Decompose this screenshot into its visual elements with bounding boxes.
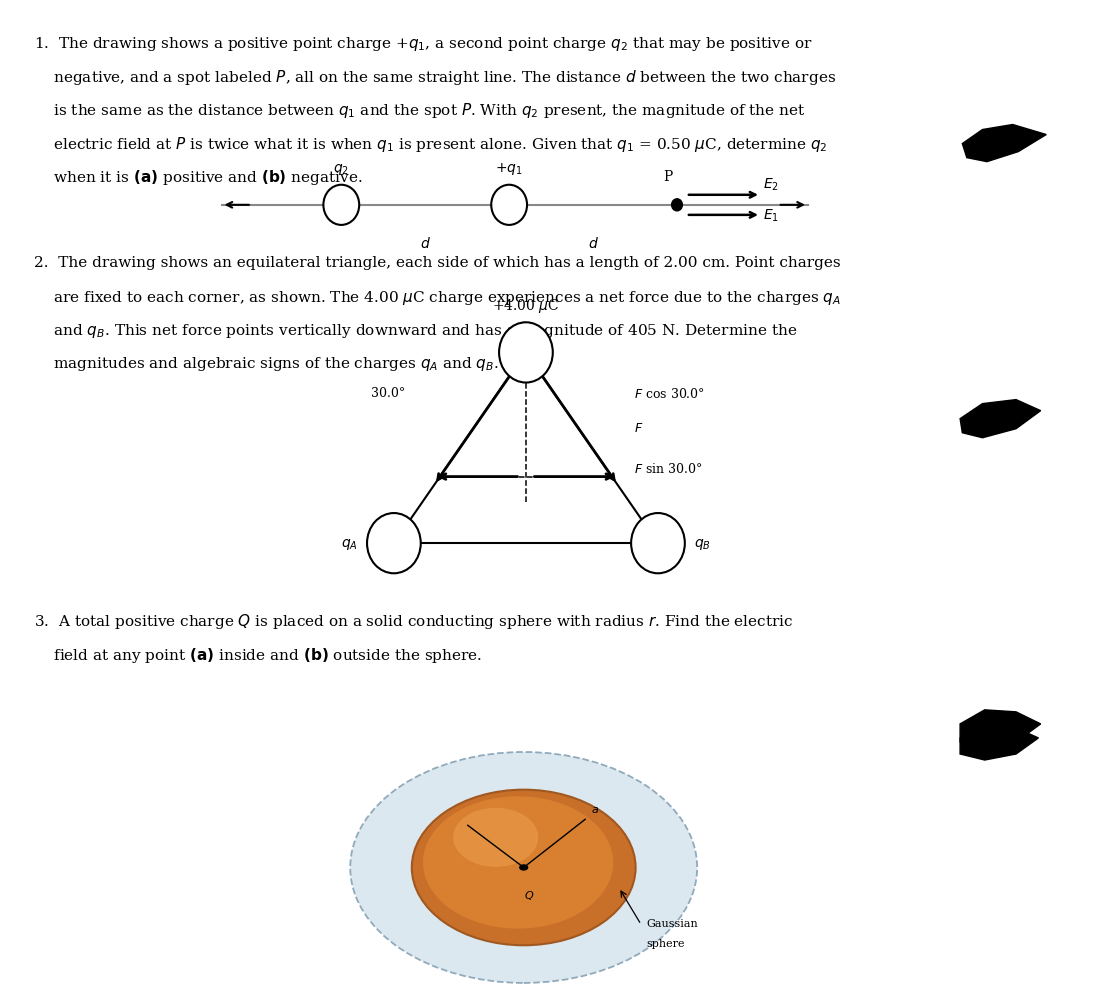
Text: negative, and a spot labeled $P$, all on the same straight line. The distance $d: negative, and a spot labeled $P$, all on… bbox=[34, 68, 836, 87]
Polygon shape bbox=[960, 400, 1041, 438]
Ellipse shape bbox=[350, 752, 697, 983]
Text: sphere: sphere bbox=[647, 938, 685, 948]
Text: +4.00 $\mu$C: +4.00 $\mu$C bbox=[492, 297, 560, 315]
Text: $F$ cos 30.0°: $F$ cos 30.0° bbox=[634, 386, 705, 400]
Ellipse shape bbox=[453, 808, 538, 867]
Ellipse shape bbox=[367, 514, 421, 574]
Ellipse shape bbox=[412, 790, 636, 945]
Text: $F$: $F$ bbox=[634, 422, 643, 434]
Text: 30.0°: 30.0° bbox=[370, 387, 405, 399]
Polygon shape bbox=[960, 710, 1041, 750]
Text: $F$ sin 30.0°: $F$ sin 30.0° bbox=[634, 461, 703, 475]
Text: and $q_B$. This net force points vertically downward and has a magnitude of 405 : and $q_B$. This net force points vertica… bbox=[34, 322, 797, 340]
Text: $q_A$: $q_A$ bbox=[341, 537, 358, 551]
Text: $d$: $d$ bbox=[587, 236, 599, 251]
Text: $Q$: $Q$ bbox=[524, 888, 535, 901]
Text: $d$: $d$ bbox=[420, 236, 431, 251]
Text: electric field at $P$ is twice what it is when $q_1$ is present alone. Given tha: electric field at $P$ is twice what it i… bbox=[34, 134, 827, 153]
Text: $a$: $a$ bbox=[591, 804, 599, 814]
Polygon shape bbox=[962, 125, 1046, 162]
Text: field at any point $\mathbf{(a)}$ inside and $\mathbf{(b)}$ outside the sphere.: field at any point $\mathbf{(a)}$ inside… bbox=[34, 645, 482, 664]
Ellipse shape bbox=[671, 200, 683, 212]
Text: magnitudes and algebraic signs of the charges $q_A$ and $q_B$.: magnitudes and algebraic signs of the ch… bbox=[34, 355, 498, 373]
Text: $q_B$: $q_B$ bbox=[694, 537, 711, 551]
Text: $E_1$: $E_1$ bbox=[763, 208, 779, 224]
Text: is the same as the distance between $q_1$ and the spot $P$. With $q_2$ present, : is the same as the distance between $q_1… bbox=[34, 101, 805, 120]
Ellipse shape bbox=[519, 865, 528, 870]
Ellipse shape bbox=[423, 796, 613, 929]
Text: 2.  The drawing shows an equilateral triangle, each side of which has a length o: 2. The drawing shows an equilateral tria… bbox=[34, 256, 840, 270]
Text: are fixed to each corner, as shown. The 4.00 $\mu$C charge experiences a net for: are fixed to each corner, as shown. The … bbox=[34, 289, 840, 307]
Text: $+q_1$: $+q_1$ bbox=[496, 160, 523, 177]
Text: $E_2$: $E_2$ bbox=[763, 177, 779, 193]
Text: P: P bbox=[664, 170, 673, 184]
Ellipse shape bbox=[323, 186, 359, 226]
Polygon shape bbox=[960, 727, 1038, 760]
Text: $q_2$: $q_2$ bbox=[333, 161, 349, 177]
Text: Gaussian: Gaussian bbox=[647, 918, 698, 928]
Text: 3.  A total positive charge $Q$ is placed on a solid conducting sphere with radi: 3. A total positive charge $Q$ is placed… bbox=[34, 612, 793, 631]
Text: 1.  The drawing shows a positive point charge +$q_1$, a second point charge $q_2: 1. The drawing shows a positive point ch… bbox=[34, 35, 812, 53]
Ellipse shape bbox=[491, 186, 527, 226]
Ellipse shape bbox=[631, 514, 685, 574]
Ellipse shape bbox=[499, 323, 553, 383]
Text: when it is $\mathbf{(a)}$ positive and $\mathbf{(b)}$ negative.: when it is $\mathbf{(a)}$ positive and $… bbox=[34, 168, 363, 187]
